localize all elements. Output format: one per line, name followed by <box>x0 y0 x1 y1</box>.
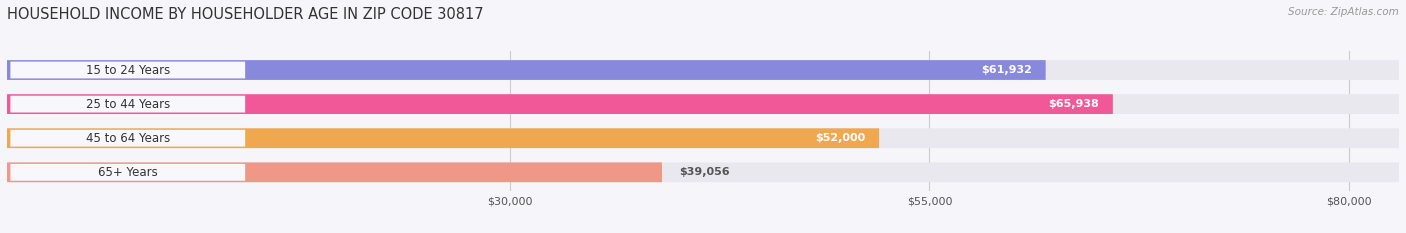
FancyBboxPatch shape <box>10 96 245 113</box>
Text: $39,056: $39,056 <box>679 167 730 177</box>
Text: $65,938: $65,938 <box>1049 99 1099 109</box>
Text: Source: ZipAtlas.com: Source: ZipAtlas.com <box>1288 7 1399 17</box>
FancyBboxPatch shape <box>7 60 1399 80</box>
FancyBboxPatch shape <box>10 62 245 79</box>
Text: HOUSEHOLD INCOME BY HOUSEHOLDER AGE IN ZIP CODE 30817: HOUSEHOLD INCOME BY HOUSEHOLDER AGE IN Z… <box>7 7 484 22</box>
Text: $52,000: $52,000 <box>815 133 866 143</box>
Text: 65+ Years: 65+ Years <box>98 166 157 179</box>
FancyBboxPatch shape <box>7 162 1399 182</box>
Text: $61,932: $61,932 <box>981 65 1032 75</box>
Text: 15 to 24 Years: 15 to 24 Years <box>86 64 170 76</box>
FancyBboxPatch shape <box>7 128 1399 148</box>
FancyBboxPatch shape <box>7 162 662 182</box>
FancyBboxPatch shape <box>7 94 1112 114</box>
Text: 25 to 44 Years: 25 to 44 Years <box>86 98 170 111</box>
Text: 45 to 64 Years: 45 to 64 Years <box>86 132 170 145</box>
FancyBboxPatch shape <box>7 94 1399 114</box>
FancyBboxPatch shape <box>7 60 1046 80</box>
FancyBboxPatch shape <box>7 128 879 148</box>
FancyBboxPatch shape <box>10 164 245 181</box>
FancyBboxPatch shape <box>10 130 245 147</box>
